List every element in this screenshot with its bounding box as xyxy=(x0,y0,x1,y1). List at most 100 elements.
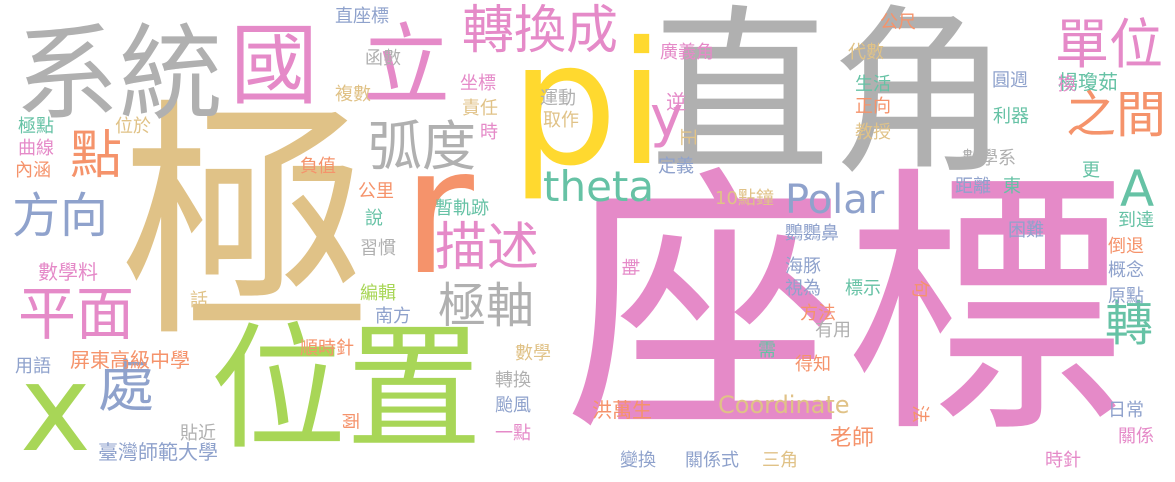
word: 之間 xyxy=(1066,86,1166,144)
word: 方向 xyxy=(12,188,109,244)
word: 原點 xyxy=(1108,286,1144,307)
word: 說 xyxy=(365,208,383,229)
word: 東 xyxy=(1003,176,1021,197)
word: 點 xyxy=(70,126,123,186)
word: theta xyxy=(543,162,655,211)
word: A xyxy=(1120,160,1155,218)
word: 到達 xyxy=(1118,210,1154,231)
word: 用語 xyxy=(15,356,51,377)
word: 鸚鸚鼻 xyxy=(785,223,839,244)
word: 處 xyxy=(98,355,154,420)
word: 位於 xyxy=(115,116,151,137)
word: 順時針 xyxy=(300,338,354,359)
word: 10點鐘 xyxy=(715,188,774,209)
word: 座標 xyxy=(565,145,1125,471)
word: Polar xyxy=(785,177,885,223)
word: 數學系 xyxy=(962,148,1016,169)
word: 運動 xyxy=(540,88,576,109)
word: 關係 xyxy=(1118,426,1154,447)
word: 老師 xyxy=(830,426,875,451)
word: 負值 xyxy=(300,156,336,177)
word: 暫軌跡 xyxy=(435,198,489,219)
word: 直座標 xyxy=(335,6,389,27)
word: 距離 xyxy=(955,176,991,197)
word: 轉換 xyxy=(495,370,531,391)
word: 得知 xyxy=(795,354,831,375)
word: 困難 xyxy=(1008,220,1044,241)
word: 兩 xyxy=(339,412,360,430)
word: 臺灣師範大學 xyxy=(98,440,218,464)
word: 話 xyxy=(190,290,208,311)
word: 視為 xyxy=(785,278,821,299)
word: 極 xyxy=(120,79,373,372)
word: 逆 xyxy=(666,90,686,114)
word: 句 xyxy=(909,280,930,298)
word: y xyxy=(650,85,684,150)
word: 關係式 xyxy=(685,450,739,471)
word: 利器 xyxy=(993,106,1029,127)
word: 標示 xyxy=(845,278,881,299)
word: 公尺 xyxy=(880,12,916,33)
word: 數學 xyxy=(515,343,551,364)
word: 有用 xyxy=(815,320,851,341)
word: 一點 xyxy=(495,423,531,444)
word: 更 xyxy=(1082,160,1100,181)
word: 海豚 xyxy=(785,256,821,277)
word: 函數 xyxy=(365,48,401,69)
word: 數學料 xyxy=(38,260,98,284)
word: 換 xyxy=(1058,74,1076,95)
word: 取作 xyxy=(543,110,579,131)
word: 公里 xyxy=(358,181,394,202)
word: 編輯 xyxy=(360,283,396,304)
word: 習慣 xyxy=(360,238,396,259)
word: 描述 xyxy=(435,218,540,278)
word: 屏東高級中學 xyxy=(70,348,190,372)
word: 國 xyxy=(230,14,319,117)
word: 內涵 xyxy=(15,160,51,181)
word: 洪萬生 xyxy=(592,398,652,422)
word: 弧度 xyxy=(368,115,476,178)
word: 複數 xyxy=(335,84,371,105)
word: 位置 xyxy=(210,311,482,469)
word: 坐標 xyxy=(460,73,496,94)
word: 定義 xyxy=(658,156,694,177)
word: Coordinate xyxy=(718,391,850,419)
word: 轉換成 xyxy=(462,1,619,61)
word: 貼近 xyxy=(180,423,216,444)
word: 楊瓊茹 xyxy=(1058,70,1118,94)
word: 圓週 xyxy=(992,70,1028,91)
word: 曲線 xyxy=(18,138,54,159)
word: 生活 xyxy=(855,74,891,95)
word: 南方 xyxy=(375,306,411,327)
word: 變換 xyxy=(620,450,656,471)
word: 責任 xyxy=(462,98,498,119)
word: 颱風 xyxy=(495,395,531,416)
word: 平面 xyxy=(18,280,135,348)
word: 極軸 xyxy=(438,278,535,334)
word: r xyxy=(402,111,474,314)
word: 軸 xyxy=(619,258,640,276)
word: 廣義角 xyxy=(660,42,714,63)
word: 法 xyxy=(909,405,930,423)
word: 日常 xyxy=(1108,400,1144,421)
word: 系統 xyxy=(15,13,224,135)
word: 三角 xyxy=(762,450,798,471)
word: 教授 xyxy=(855,122,891,143)
word: 極點 xyxy=(18,116,54,137)
word: 概念 xyxy=(1108,260,1144,281)
word: 正向 xyxy=(855,96,891,117)
word: 立 xyxy=(362,14,451,117)
word: 正 xyxy=(677,128,698,146)
word: pi xyxy=(510,6,666,204)
word: 倒退 xyxy=(1108,236,1144,257)
word: 需 xyxy=(758,340,776,361)
word: 直角 xyxy=(650,0,1011,199)
word: 時針 xyxy=(1045,450,1081,471)
word: 時 xyxy=(480,122,498,143)
word: 代數 xyxy=(848,42,884,63)
word: 單位 xyxy=(1055,13,1163,76)
word: 轉 xyxy=(1105,296,1154,352)
word: x xyxy=(20,340,92,479)
word: 方法 xyxy=(800,303,836,324)
